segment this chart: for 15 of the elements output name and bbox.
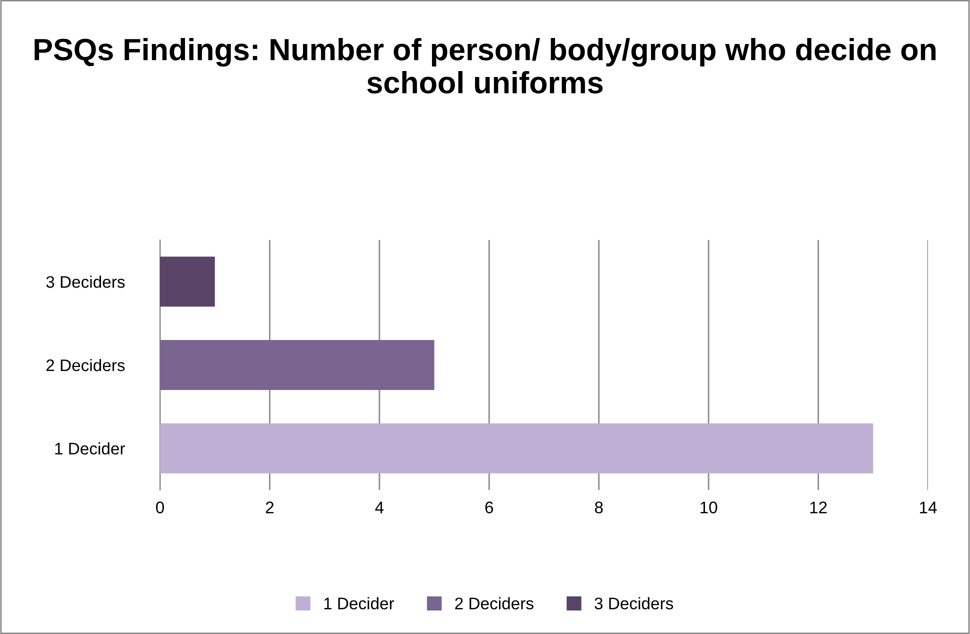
y-tick-label: 3 Deciders	[46, 276, 125, 288]
x-tick-label: 4	[375, 502, 384, 514]
x-tick-label: 8	[594, 502, 603, 514]
x-tick-label: 0	[156, 502, 164, 514]
x-tick-label: 14	[920, 502, 937, 514]
x-tick-label: 2	[266, 502, 274, 514]
x-tick-label: 10	[700, 502, 718, 514]
x-tick-label: 6	[485, 502, 494, 514]
chart-title: PSQs Findings: Number of person/ body/group who decide on school uniforms	[34, 38, 936, 94]
legend-label: 2 Deciders	[455, 597, 534, 610]
legend-label: 3 Deciders	[594, 597, 674, 610]
legend-label: 1 Decider	[324, 597, 394, 610]
y-tick-label: 2 Deciders	[46, 358, 125, 372]
x-tick-label: 12	[810, 502, 827, 514]
y-tick-label: 1 Decider	[55, 442, 126, 455]
